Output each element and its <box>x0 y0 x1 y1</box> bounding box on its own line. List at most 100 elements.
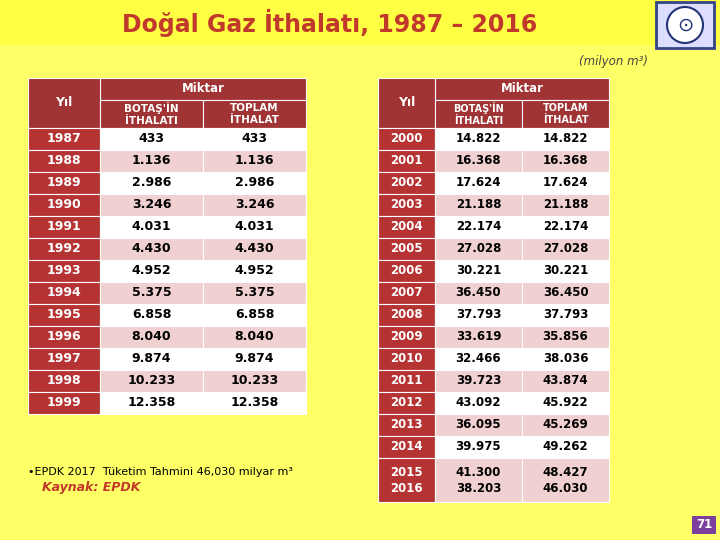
Text: 21.188: 21.188 <box>543 199 588 212</box>
Text: 1.136: 1.136 <box>235 154 274 167</box>
Text: 14.822: 14.822 <box>543 132 588 145</box>
Text: 4.952: 4.952 <box>235 265 274 278</box>
Text: 4.031: 4.031 <box>132 220 171 233</box>
Text: 2001: 2001 <box>390 154 423 167</box>
Bar <box>203 348 306 370</box>
Text: 3.246: 3.246 <box>132 199 171 212</box>
Bar <box>100 348 203 370</box>
Text: 1994: 1994 <box>47 287 81 300</box>
Text: 4.430: 4.430 <box>132 242 171 255</box>
Text: 2000: 2000 <box>390 132 423 145</box>
Bar <box>100 194 203 216</box>
Bar <box>522 458 609 502</box>
Bar <box>522 436 609 458</box>
Bar <box>435 128 522 150</box>
Bar <box>378 128 435 150</box>
Text: 12.358: 12.358 <box>127 396 176 409</box>
Text: 33.619: 33.619 <box>456 330 501 343</box>
Bar <box>435 172 522 194</box>
Text: 1996: 1996 <box>47 330 81 343</box>
Bar <box>203 216 306 238</box>
Text: 16.368: 16.368 <box>543 154 588 167</box>
Text: 6.858: 6.858 <box>235 308 274 321</box>
Bar <box>100 392 203 414</box>
Text: 39.975: 39.975 <box>456 441 501 454</box>
Text: 71: 71 <box>696 518 712 531</box>
Bar <box>100 282 203 304</box>
Text: 1998: 1998 <box>47 375 81 388</box>
Text: 48.427
46.030: 48.427 46.030 <box>543 465 588 495</box>
Bar <box>378 370 435 392</box>
Text: 36.450: 36.450 <box>456 287 501 300</box>
Bar <box>28 326 100 348</box>
Bar <box>522 260 609 282</box>
Bar <box>28 370 100 392</box>
Bar <box>378 238 435 260</box>
Bar <box>203 194 306 216</box>
Text: 9.874: 9.874 <box>132 353 171 366</box>
Bar <box>100 172 203 194</box>
Bar <box>100 304 203 326</box>
Text: 433: 433 <box>241 132 268 145</box>
Text: 30.221: 30.221 <box>543 265 588 278</box>
Bar <box>28 260 100 282</box>
Bar <box>100 128 203 150</box>
Bar <box>28 128 100 150</box>
Bar <box>28 78 100 128</box>
Bar <box>522 414 609 436</box>
Text: 2012: 2012 <box>390 396 423 409</box>
Text: 4.952: 4.952 <box>132 265 171 278</box>
Text: 2.986: 2.986 <box>132 177 171 190</box>
Bar <box>435 458 522 502</box>
Bar <box>522 216 609 238</box>
Bar <box>522 326 609 348</box>
Bar <box>435 414 522 436</box>
Text: 9.874: 9.874 <box>235 353 274 366</box>
Bar <box>100 326 203 348</box>
Text: 30.221: 30.221 <box>456 265 501 278</box>
Bar <box>100 370 203 392</box>
Bar <box>100 238 203 260</box>
Text: 5.375: 5.375 <box>235 287 274 300</box>
Bar <box>378 260 435 282</box>
Text: Miktar: Miktar <box>500 83 544 96</box>
Text: Miktar: Miktar <box>181 83 225 96</box>
Bar <box>28 238 100 260</box>
Text: 1990: 1990 <box>47 199 81 212</box>
Bar <box>28 172 100 194</box>
Text: 36.095: 36.095 <box>456 418 501 431</box>
Text: 36.450: 36.450 <box>543 287 588 300</box>
Bar <box>435 326 522 348</box>
Bar <box>522 392 609 414</box>
Text: 5.375: 5.375 <box>132 287 171 300</box>
Bar <box>378 194 435 216</box>
Text: 1999: 1999 <box>47 396 81 409</box>
Text: 6.858: 6.858 <box>132 308 171 321</box>
Text: 27.028: 27.028 <box>543 242 588 255</box>
Text: 27.028: 27.028 <box>456 242 501 255</box>
Bar <box>28 304 100 326</box>
Text: 4.430: 4.430 <box>235 242 274 255</box>
Bar <box>435 260 522 282</box>
Text: 45.269: 45.269 <box>543 418 588 431</box>
Bar <box>435 238 522 260</box>
Text: TOPLAM
İTHALAT: TOPLAM İTHALAT <box>543 103 588 125</box>
Text: BOTAŞ'İN
İTHALATI: BOTAŞ'İN İTHALATI <box>124 102 179 126</box>
Bar <box>378 216 435 238</box>
Text: 2008: 2008 <box>390 308 423 321</box>
Text: 2010: 2010 <box>390 353 423 366</box>
Bar <box>522 100 609 128</box>
Bar <box>435 304 522 326</box>
Text: 32.466: 32.466 <box>456 353 501 366</box>
Text: 1.136: 1.136 <box>132 154 171 167</box>
Bar <box>522 128 609 150</box>
Bar <box>203 260 306 282</box>
Bar <box>378 392 435 414</box>
Bar <box>435 282 522 304</box>
Bar <box>28 348 100 370</box>
Bar <box>435 194 522 216</box>
Bar <box>203 172 306 194</box>
Bar <box>28 216 100 238</box>
Bar <box>522 282 609 304</box>
Bar <box>522 370 609 392</box>
